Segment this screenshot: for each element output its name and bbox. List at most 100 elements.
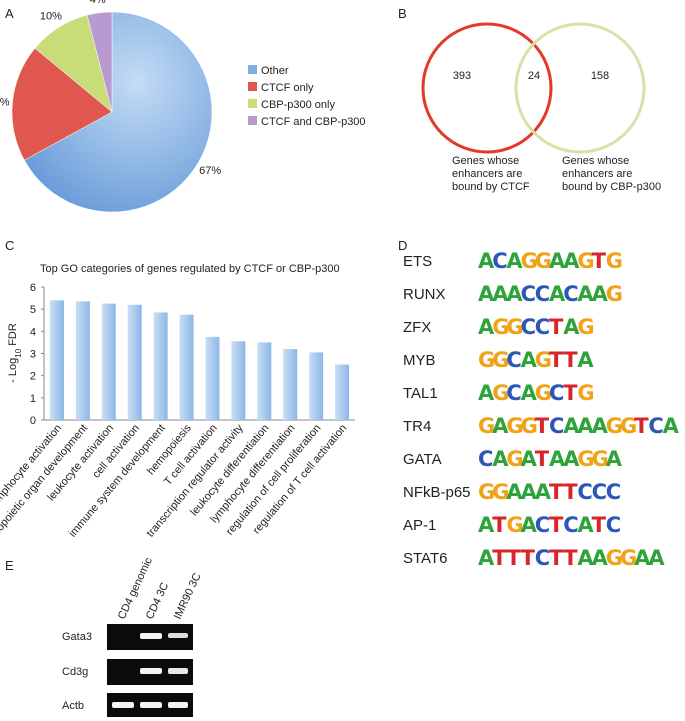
- logo-letter: A: [506, 249, 523, 273]
- logo-letter: G: [577, 381, 594, 405]
- venn-count: 158: [591, 70, 609, 82]
- logo-letter: A: [577, 348, 594, 372]
- logo-letter: G: [577, 249, 594, 273]
- logo-letter: C: [549, 414, 564, 438]
- venn-caption: bound by CTCF: [452, 181, 530, 193]
- logo-letter: T: [492, 513, 507, 537]
- row-label: Cd3g: [62, 666, 88, 678]
- logo-letter: T: [592, 513, 607, 537]
- y-tick-label: 4: [30, 326, 36, 338]
- gel-band: [112, 702, 134, 708]
- legend-label: CBP-p300 only: [261, 99, 335, 111]
- venn-caption: enhancers are: [562, 168, 632, 180]
- motif-name: NFkB-p65: [403, 484, 471, 501]
- logo-letter: A: [478, 249, 495, 273]
- venn-caption: Genes whose: [562, 155, 629, 167]
- logo-letter: A: [577, 513, 594, 537]
- logo-letter: C: [521, 315, 536, 339]
- logo-letter: T: [492, 546, 507, 570]
- logo-letter: T: [634, 414, 649, 438]
- logo-letter: T: [592, 249, 607, 273]
- gel-band: [168, 668, 188, 674]
- logo-letter: G: [606, 546, 623, 570]
- venn-count: 24: [528, 70, 540, 82]
- logo-letter: C: [563, 282, 578, 306]
- logo-letter: A: [492, 282, 509, 306]
- logo-letter: T: [549, 513, 564, 537]
- logo-letter: A: [535, 480, 552, 504]
- logo-letter: A: [577, 546, 594, 570]
- panel-label: B: [398, 6, 407, 21]
- logo-letter: A: [521, 381, 538, 405]
- y-tick-label: 5: [30, 304, 36, 316]
- logo-letter: A: [563, 414, 580, 438]
- logo-letter: A: [506, 480, 523, 504]
- logo-letter: T: [535, 447, 550, 471]
- gel-band: [168, 702, 188, 708]
- gel-band: [140, 702, 162, 708]
- logo-letter: G: [506, 315, 523, 339]
- logo-letter: A: [492, 447, 509, 471]
- motif-name: TR4: [403, 418, 431, 435]
- logo-letter: C: [521, 282, 536, 306]
- logo-letter: C: [535, 546, 550, 570]
- logo-letter: T: [563, 546, 578, 570]
- logo-letter: A: [478, 546, 495, 570]
- gel-band: [140, 633, 162, 639]
- logo-letter: G: [606, 249, 623, 273]
- logo-letter: T: [549, 315, 564, 339]
- bar: [153, 312, 168, 420]
- logo-letter: A: [592, 414, 609, 438]
- logo-letter: G: [521, 414, 538, 438]
- logo-letter: A: [663, 414, 680, 438]
- data-label: 4%: [90, 0, 106, 6]
- y-tick-label: 0: [30, 415, 36, 427]
- legend-label: CTCF and CBP-p300: [261, 116, 366, 128]
- legend-swatch: [248, 116, 257, 125]
- chart-title: Top GO categories of genes regulated by …: [40, 263, 340, 275]
- logo-letter: T: [563, 348, 578, 372]
- logo-letter: A: [563, 315, 580, 339]
- logo-letter: A: [592, 546, 609, 570]
- logo-letter: A: [506, 282, 523, 306]
- logo-letter: A: [478, 315, 495, 339]
- logo-letter: A: [648, 546, 665, 570]
- venn-caption: bound by CBP-p300: [562, 181, 661, 193]
- logo-letter: C: [492, 249, 507, 273]
- logo-letter: G: [506, 447, 523, 471]
- logo-letter: A: [549, 249, 566, 273]
- venn-count: 393: [453, 70, 471, 82]
- motif-logo: AGGCCTAG: [478, 315, 595, 339]
- logo-letter: C: [606, 480, 621, 504]
- motif-logo: GAGGTCAAAGGTCA: [478, 414, 680, 438]
- legend-swatch: [248, 99, 257, 108]
- logo-letter: C: [549, 381, 564, 405]
- motif-name: TAL1: [403, 385, 438, 402]
- logo-letter: G: [535, 348, 552, 372]
- logo-letter: G: [478, 348, 495, 372]
- bar: [205, 336, 220, 420]
- motif-name: MYB: [403, 352, 436, 369]
- logo-letter: C: [606, 513, 621, 537]
- logo-letter: A: [492, 414, 509, 438]
- bar: [75, 301, 90, 420]
- logo-letter: T: [549, 546, 564, 570]
- motif-logo: AAACCACAAG: [478, 282, 623, 306]
- motif-logo: ATGACTCATC: [478, 513, 621, 537]
- logo-letter: G: [478, 480, 495, 504]
- venn-caption: Genes whose: [452, 155, 519, 167]
- logo-letter: A: [478, 513, 495, 537]
- logo-letter: C: [506, 348, 521, 372]
- y-axis-label: - Log10 FDR: [7, 323, 23, 383]
- legend-swatch: [248, 82, 257, 91]
- motif-name: STAT6: [403, 550, 447, 567]
- y-axis-label-part: - Log: [7, 358, 19, 383]
- logo-letter: A: [521, 513, 538, 537]
- row-label: Actb: [62, 700, 84, 712]
- panel-label: A: [5, 6, 14, 21]
- bar: [49, 300, 64, 420]
- motif-name: AP-1: [403, 517, 436, 534]
- logo-letter: C: [535, 513, 550, 537]
- pie-slice: [86, 11, 113, 113]
- y-axis-label-part: 10: [14, 348, 23, 357]
